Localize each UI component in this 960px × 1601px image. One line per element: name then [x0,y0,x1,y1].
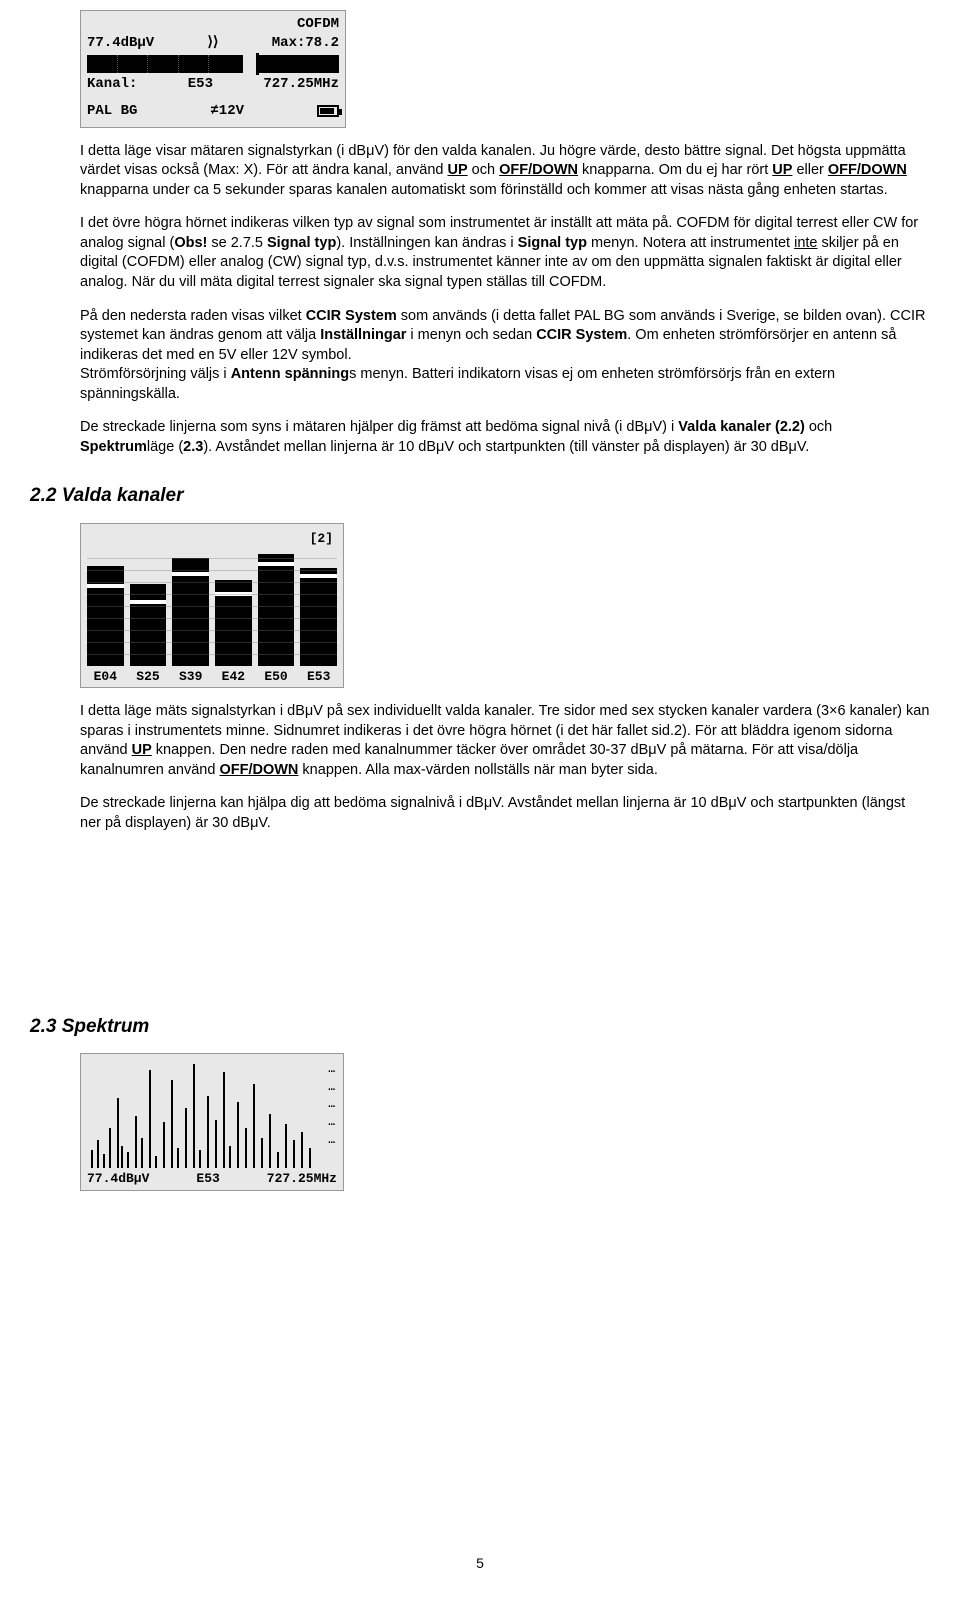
spectrum-line-2 [103,1154,105,1168]
spectrum-line-6 [127,1152,129,1168]
spectrum-line-27 [285,1124,287,1168]
lcd2-bar-1 [130,548,167,666]
spectrum-line-23 [253,1084,255,1168]
lcd2-barchart [87,548,337,666]
spectrum-line-22 [245,1128,247,1168]
lcd2-label-4: E50 [258,668,295,686]
spectrum-line-10 [155,1156,157,1168]
spectrum-line-0 [91,1150,93,1168]
spectrum-line-26 [277,1152,279,1168]
lcd2-label-5: E53 [300,668,337,686]
lcd1-level-bar [87,55,339,73]
lcd2-label-3: E42 [215,668,252,686]
lcd2-bar-4 [258,548,295,666]
spectrum-line-21 [237,1102,239,1168]
spectrum-line-24 [261,1138,263,1168]
lcd2-bar-5 [300,548,337,666]
spectrum-line-9 [149,1070,151,1168]
spectrum-line-29 [301,1132,303,1168]
lcd2-page-indicator: [2] [87,530,337,548]
spectrum-line-20 [229,1146,231,1168]
spectrum-line-16 [199,1150,201,1168]
heading-valda-kanaler: 2.2 Valda kanaler [30,483,930,509]
battery-icon [317,105,339,117]
lcd-spectrum-display: … … … … … 77.4dBμV E53 727.25MHz [80,1053,344,1191]
para-1: I detta läge visar mätaren signalstyrkan… [80,142,930,201]
lcd1-level: 77.4dBμV [87,34,154,53]
spectrum-line-18 [215,1120,217,1168]
lcd2-label-0: E04 [87,668,124,686]
lcd3-spectrum: … … … … … [87,1058,337,1168]
lcd3-freq: 727.25MHz [267,1170,337,1188]
spectrum-line-13 [177,1148,179,1168]
spectrum-line-5 [121,1146,123,1168]
lcd2-bar-2 [172,548,209,666]
lcd2-bar-3 [215,548,252,666]
para-2: I det övre högra hörnet indikeras vilken… [80,214,930,292]
para-4: De streckade linjerna som syns i mätaren… [80,418,930,457]
lcd-barchart-display: [2] E04 S25 S39 E42 E50 E53 [80,523,344,688]
lcd1-voltage: ≠12V [210,102,244,121]
lcd2-label-2: S39 [172,668,209,686]
spectrum-line-1 [97,1140,99,1168]
lcd1-ccir: PAL BG [87,102,137,121]
spectrum-line-7 [135,1116,137,1168]
lcd1-freq: 727.25MHz [263,75,339,94]
lcd1-max: Max:78.2 [272,34,339,53]
spectrum-line-12 [171,1080,173,1168]
lcd3-kanal: E53 [196,1170,219,1188]
spectrum-line-4 [117,1098,119,1168]
para-5: I detta läge mäts signalstyrkan i dBμV p… [80,702,930,780]
spectrum-line-30 [309,1148,311,1168]
lcd2-labels: E04 S25 S39 E42 E50 E53 [87,668,337,686]
lcd2-bar-0 [87,548,124,666]
para-3: På den nedersta raden visas vilket CCIR … [80,307,930,405]
spectrum-line-3 [109,1128,111,1168]
page-number: 5 [30,1554,930,1573]
lcd-signal-display: COFDM 77.4dBμV ⟩⟩ Max:78.2 Kanal: E53 72… [80,10,346,128]
spectrum-line-8 [141,1138,143,1168]
spectrum-line-25 [269,1114,271,1168]
spectrum-line-15 [193,1064,195,1168]
lcd1-audio-icon: ⟩⟩ [208,34,219,53]
spectrum-line-19 [223,1072,225,1168]
spectrum-line-17 [207,1096,209,1168]
spectrum-line-11 [163,1122,165,1168]
lcd1-bar-marker [256,53,259,75]
para-6: De streckade linjerna kan hjälpa dig att… [80,794,930,833]
spectrum-line-28 [293,1140,295,1168]
lcd2-label-1: S25 [130,668,167,686]
lcd3-side-dots: … … … … … [328,1062,335,1150]
lcd1-kanal-label: Kanal: [87,75,137,94]
lcd3-level: 77.4dBμV [87,1170,149,1188]
lcd1-signal-type: COFDM [87,15,339,34]
lcd1-kanal-value: E53 [188,75,213,94]
heading-spektrum: 2.3 Spektrum [30,1014,930,1040]
spectrum-line-14 [185,1108,187,1168]
